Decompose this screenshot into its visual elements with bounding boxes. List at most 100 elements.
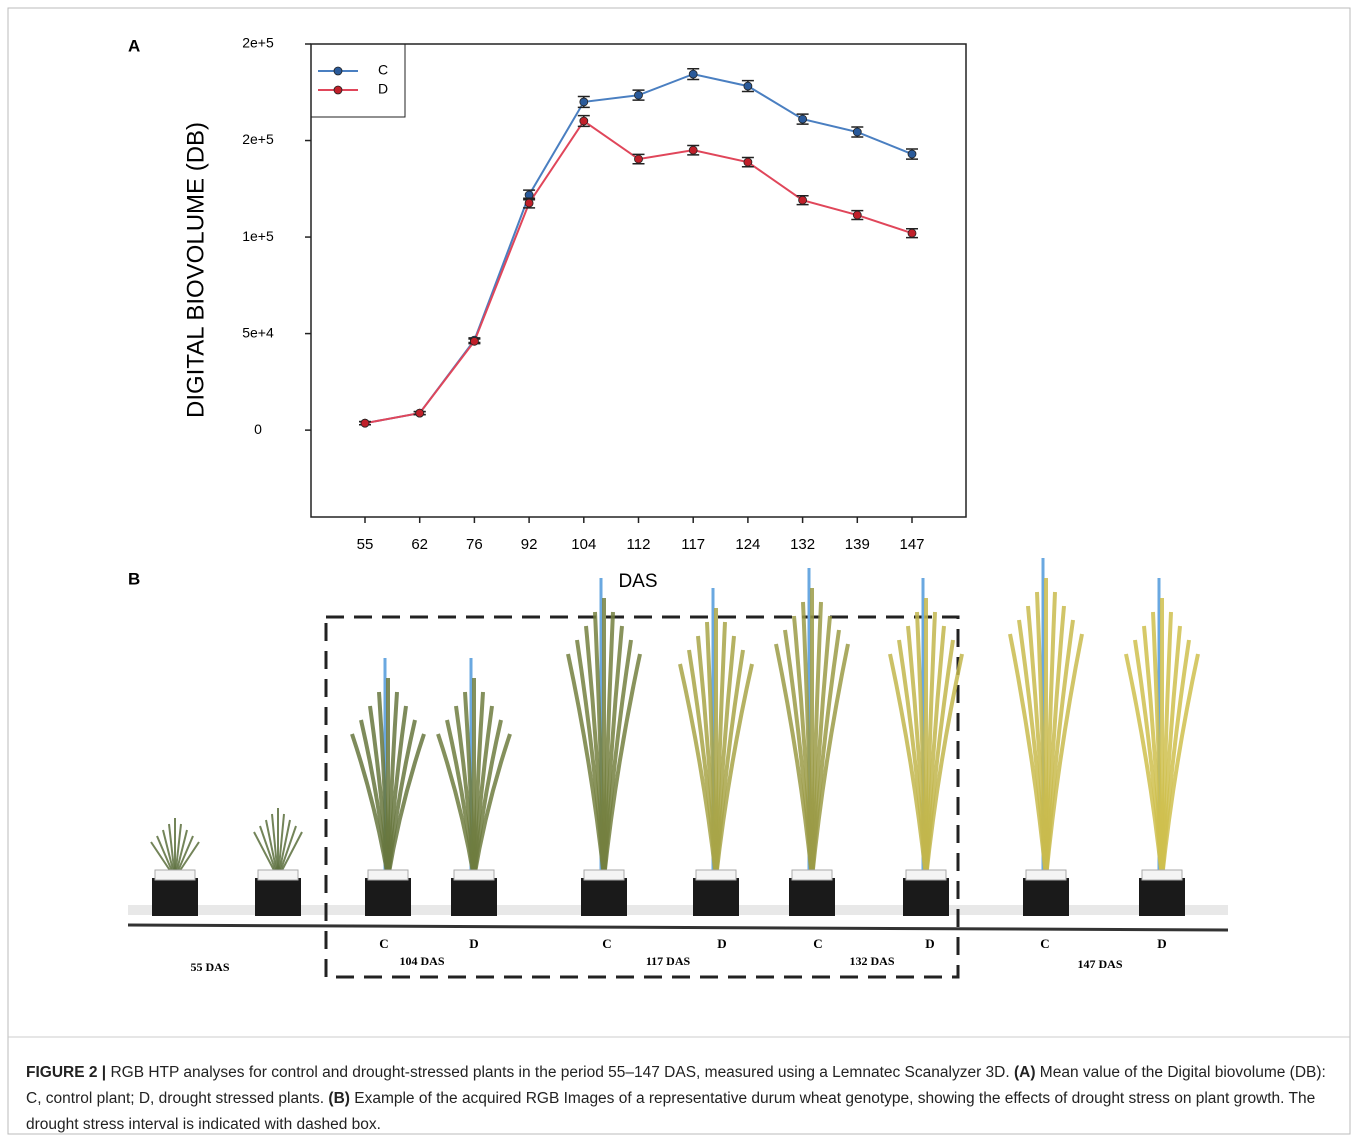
track-rail (127, 923, 1229, 932)
plant-leaf (602, 653, 642, 879)
x-axis-label: DAS (618, 571, 657, 592)
plant-leaf (1160, 653, 1200, 879)
photo-panel: 55 DAS 104 DAS 117 DAS 132 DAS 147 DAS C D C D C D… (127, 558, 1229, 979)
pot (581, 878, 627, 916)
pot (365, 878, 411, 916)
caption-text: Example of the acquired RGB Images of a … (26, 1090, 1316, 1133)
plant-label: C (379, 936, 388, 951)
plant-leaf (386, 733, 426, 879)
legend-marker (333, 85, 343, 95)
data-point (743, 157, 753, 167)
x-tick-label: 62 (411, 536, 428, 553)
pot-rim (583, 869, 625, 881)
plant-leaf (472, 733, 512, 879)
time-label: 104 DAS (399, 954, 444, 968)
pot-rim (257, 869, 299, 881)
pot (255, 878, 301, 916)
plant-leaf (714, 663, 754, 879)
figure-border (7, 7, 1351, 1135)
pot (789, 878, 835, 916)
plant-leaf (924, 653, 964, 879)
y-tick-label: 5e+4 (242, 324, 274, 340)
data-point (688, 69, 698, 79)
pot (1139, 878, 1185, 916)
data-point (634, 154, 643, 164)
pot-rim (791, 869, 833, 881)
plant-label: D (925, 936, 934, 951)
x-tick-label: 139 (845, 536, 870, 553)
x-tick-label: 76 (466, 536, 483, 553)
data-point (907, 149, 917, 159)
x-tick-label: 55 (357, 536, 374, 553)
series-line (364, 73, 913, 425)
plant-label: D (717, 936, 726, 951)
data-point (852, 127, 862, 137)
data-point (798, 195, 807, 205)
caption-label: FIGURE 2 | (26, 1064, 107, 1081)
data-point (907, 228, 917, 238)
x-tick-label: 92 (521, 536, 538, 553)
pot (1023, 878, 1069, 916)
data-point (415, 408, 425, 418)
y-tick-label: 2e+5 (242, 131, 274, 147)
y-tick-label: 0 (254, 421, 262, 437)
data-point (360, 418, 370, 428)
data-point (579, 116, 589, 126)
pot (903, 878, 949, 916)
series-line (364, 119, 913, 425)
caption: FIGURE 2 | RGB HTP analyses for control … (26, 1060, 1331, 1138)
pot-rim (1141, 869, 1183, 881)
legend-label: C (378, 62, 388, 78)
panel-label: A (128, 36, 140, 55)
plot-frame (310, 43, 967, 518)
x-tick-label: 112 (627, 536, 651, 553)
plant-label: C (602, 936, 611, 951)
pot-rim (154, 869, 196, 881)
plant-label: D (469, 936, 478, 951)
track (128, 905, 1228, 915)
time-label: 147 DAS (1077, 957, 1122, 971)
caption-ref: (B) (328, 1090, 350, 1107)
data-point (579, 97, 589, 107)
x-tick-label: 132 (790, 536, 815, 553)
caption-text: RGB HTP analyses for control and drought… (106, 1064, 1014, 1081)
time-label: 55 DAS (190, 960, 229, 974)
legend-label: D (378, 81, 388, 97)
pot (693, 878, 739, 916)
x-tick-label: 104 (571, 536, 596, 553)
plant-leaf (1044, 633, 1084, 879)
pot-rim (367, 869, 409, 881)
caption-ref: (A) (1013, 1064, 1036, 1081)
y-tick-label: 2e+5 (242, 35, 274, 51)
x-tick-label: 124 (735, 536, 760, 553)
pot-rim (1025, 869, 1067, 881)
y-tick-label: 1e+5 (242, 228, 274, 244)
drought-interval-box (324, 615, 960, 979)
y-axis-label: DIGITAL BIOVOLUME (DB) (182, 122, 209, 418)
plant-label: C (813, 936, 822, 951)
data-point (852, 210, 862, 220)
pot (152, 878, 198, 916)
x-tick-label: 147 (899, 536, 924, 553)
data-point (634, 90, 643, 100)
time-label: 132 DAS (849, 954, 894, 968)
data-point (743, 81, 753, 91)
plant-label: D (1157, 936, 1166, 951)
plant-label: C (1040, 936, 1049, 951)
plant-leaf (810, 643, 850, 879)
data-point (688, 145, 698, 155)
time-label: 117 DAS (646, 954, 691, 968)
x-tick-label: 117 (681, 536, 705, 553)
legend-box (310, 43, 406, 118)
data-point (524, 198, 534, 208)
legend-marker (333, 66, 343, 76)
panel-label: B (128, 569, 140, 588)
pot-rim (905, 869, 947, 881)
pot (451, 878, 497, 916)
data-point (469, 336, 479, 346)
data-point (798, 114, 807, 124)
pot-rim (695, 869, 737, 881)
caption-text: Mean value of the Digital biovolume (DB)… (26, 1064, 1326, 1107)
